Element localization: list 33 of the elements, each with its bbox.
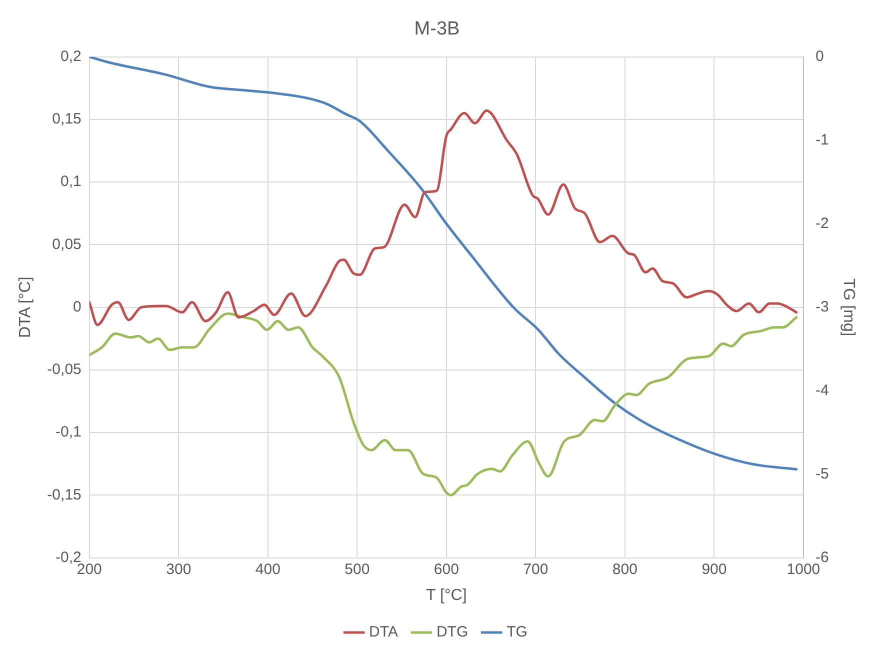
x-tick-label: 300 [166,560,192,578]
y2-tick-label: -3 [815,298,829,316]
x-tick-label: 500 [344,560,370,578]
line-series [89,109,798,326]
y2-tick-label: -5 [815,465,829,482]
x-tick-label: 700 [523,560,548,578]
line-series [89,312,798,496]
y2-tick-label: -1 [815,131,829,148]
x-tick-label: 900 [702,560,727,578]
x-axis-title: T [°C] [426,586,467,604]
chart-title: M-3B [414,18,460,40]
y-tick-label: -0,1 [56,424,82,441]
x-tick-label: 200 [76,560,102,578]
y2-axis-title: TG [mg] [840,278,857,336]
y-tick-label: 0,2 [60,48,82,65]
legend-label: DTA [369,624,398,641]
y-tick-label: 0,1 [60,173,82,190]
y-tick-label: 0 [73,298,82,316]
legend-label: DTG [436,624,468,641]
legend-label: TG [506,624,528,641]
y2-tick-label: -4 [815,382,829,399]
y2-tick-label: -2 [815,214,829,232]
x-tick-label: 600 [434,560,459,578]
y2-tick-label: 0 [815,48,824,65]
y-tick-label: 0,05 [52,236,82,253]
y-tick-label: 0,15 [52,110,82,128]
x-tick-label: 800 [612,560,638,578]
y-axis-title: DTA [°C] [17,276,34,338]
y-tick-label: -0,15 [47,486,82,504]
y-tick-label: -0,05 [47,361,82,378]
x-tick-label: 400 [255,560,280,578]
x-tick-label: 1000 [786,560,820,578]
line-series [89,56,798,471]
